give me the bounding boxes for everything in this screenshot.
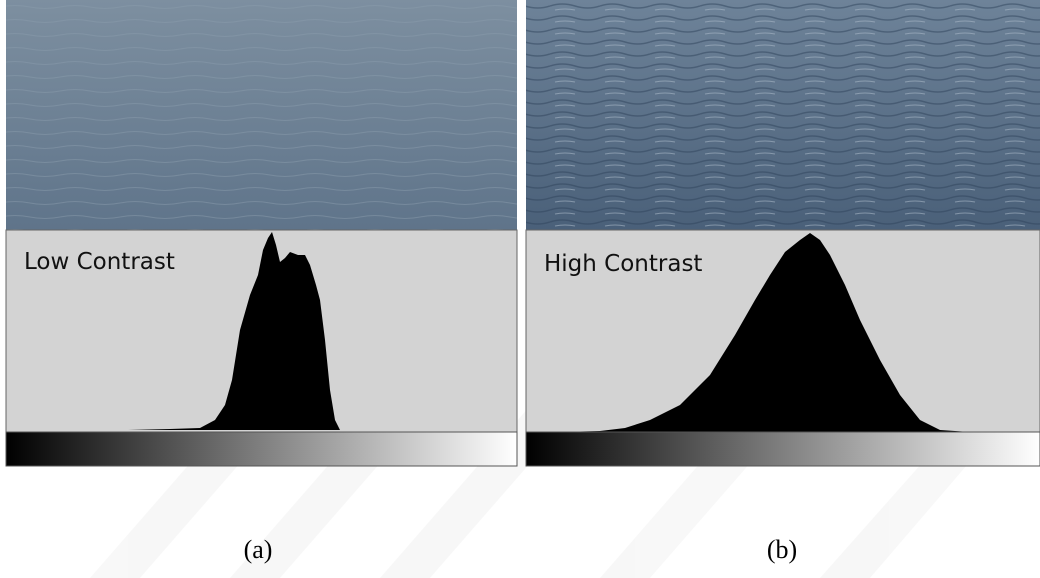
panel-label: Low Contrast xyxy=(24,249,175,275)
photo-texture xyxy=(526,0,1040,230)
panel-label: High Contrast xyxy=(544,251,702,277)
caption: (b) xyxy=(767,535,797,564)
tone-ramp xyxy=(525,431,1040,467)
tone-ramp xyxy=(5,431,518,467)
histogram xyxy=(560,233,970,432)
panel-a: Low Contrast (a) xyxy=(5,0,518,564)
histogram xyxy=(128,232,340,430)
caption: (a) xyxy=(244,535,273,564)
panel-b: High Contrast (b) xyxy=(525,0,1040,564)
photo-texture xyxy=(6,0,517,230)
